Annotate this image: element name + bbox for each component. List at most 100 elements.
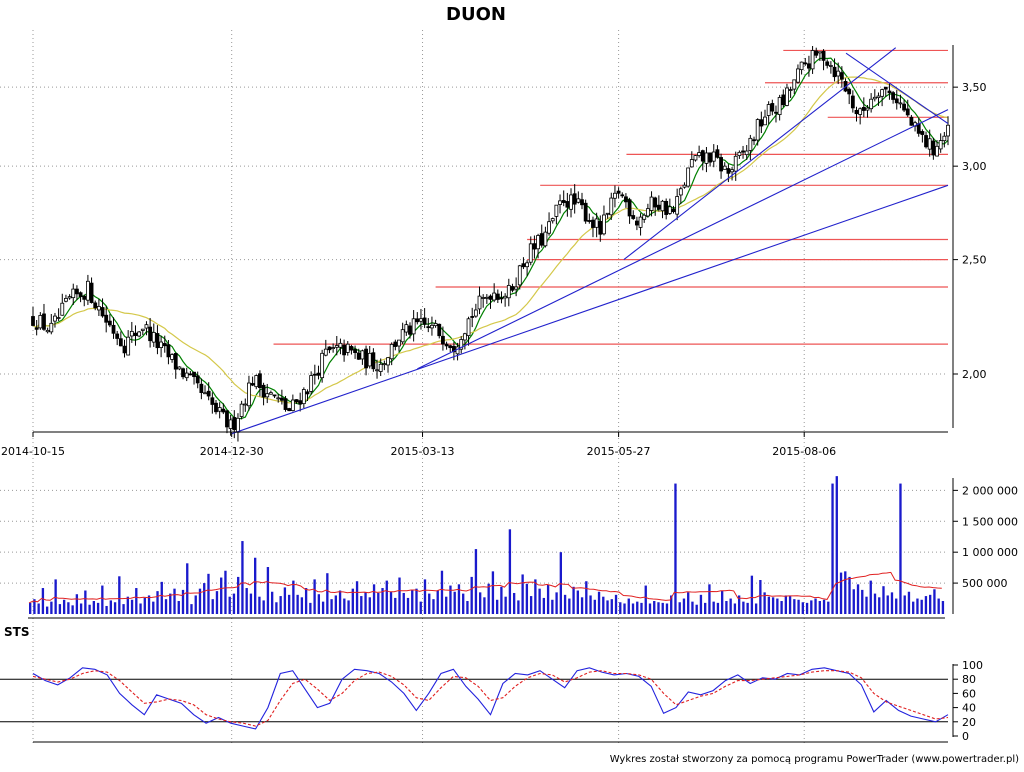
- volume-ma-line: [28, 571, 942, 604]
- volume-bar: [466, 601, 469, 614]
- candle-body: [649, 196, 654, 211]
- candle-body: [609, 197, 614, 216]
- volume-bar: [670, 595, 673, 614]
- candle-body: [872, 96, 877, 100]
- volume-bar: [453, 591, 456, 614]
- volume-bar: [924, 596, 928, 614]
- candle-body: [492, 292, 497, 301]
- candle-body: [71, 288, 76, 299]
- candle-body: [181, 368, 185, 378]
- volume-bar: [474, 549, 478, 614]
- candle-body: [283, 398, 288, 410]
- sts-tick-label: 0: [962, 730, 969, 743]
- volume-bar: [555, 592, 558, 614]
- volume-bar: [423, 579, 427, 614]
- volume-bar: [759, 580, 762, 614]
- candle-body: [481, 297, 486, 299]
- volume-bar: [712, 601, 715, 614]
- volume-bar: [788, 596, 792, 614]
- candle-body: [638, 216, 643, 228]
- candle-body: [203, 392, 207, 395]
- volume-bar: [500, 586, 503, 614]
- volume-bar: [96, 602, 100, 614]
- volume-bar: [559, 552, 563, 614]
- volume-bar: [657, 602, 660, 614]
- volume-bar: [831, 483, 834, 614]
- candle-body: [56, 317, 61, 319]
- candle-body: [433, 323, 438, 327]
- candle-body: [528, 243, 533, 263]
- candle-body: [503, 295, 508, 299]
- volume-bar: [169, 593, 172, 614]
- candle-body: [111, 324, 116, 334]
- date-tick-label: 2014-10-15: [1, 445, 65, 458]
- volume-bar: [704, 602, 707, 614]
- volume-bar: [869, 580, 872, 614]
- sts-tick-label: 100: [962, 659, 983, 672]
- candle-body: [225, 410, 229, 428]
- volume-bar: [262, 600, 265, 614]
- trend-line: [623, 47, 897, 261]
- volume-bar: [746, 602, 749, 614]
- candle-body: [836, 70, 841, 77]
- volume-bar: [368, 597, 371, 614]
- volume-bar: [708, 584, 711, 614]
- candle-body: [569, 194, 573, 210]
- volume-bar: [920, 599, 923, 614]
- volume-bar: [682, 598, 686, 614]
- volume-bar: [67, 602, 70, 614]
- candle-body: [415, 318, 420, 323]
- candle-body: [419, 318, 423, 322]
- candle-body: [89, 282, 94, 303]
- volume-bar: [130, 599, 134, 614]
- volume-bar: [287, 594, 291, 614]
- volume-bar: [776, 598, 779, 614]
- candle-body: [682, 184, 687, 188]
- candle-body: [580, 199, 584, 206]
- candle-body: [678, 188, 683, 196]
- candle-body: [686, 167, 691, 187]
- sts-d-line: [32, 670, 949, 727]
- candle-body: [909, 116, 914, 126]
- volume-bar: [542, 597, 546, 614]
- candle-body: [459, 339, 464, 350]
- candle-body: [532, 243, 537, 250]
- volume-bar: [546, 584, 550, 614]
- candle-body: [499, 297, 504, 300]
- candle-body: [744, 150, 749, 156]
- volume-bar: [113, 602, 117, 614]
- candle-body: [254, 375, 259, 388]
- candle-body: [34, 327, 39, 330]
- volume-bar: [661, 602, 664, 614]
- chart-title: DUON: [446, 4, 506, 25]
- volume-bar: [602, 596, 605, 614]
- candle-body: [397, 339, 401, 347]
- candle-body: [298, 400, 303, 405]
- candle-body: [883, 86, 888, 90]
- volume-bar: [50, 601, 53, 614]
- candle-body: [192, 371, 196, 378]
- price-tick-label: 2,50: [962, 254, 987, 267]
- volume-bar: [462, 593, 465, 614]
- volume-bar: [309, 602, 312, 614]
- candle-body: [367, 352, 372, 367]
- candle-body: [375, 369, 379, 372]
- candle-body: [547, 221, 551, 234]
- candle-body: [276, 397, 281, 400]
- volume-bar: [882, 586, 885, 614]
- candle-body: [118, 338, 123, 347]
- volume-bar: [75, 594, 79, 614]
- candle-body: [818, 51, 822, 54]
- candle-body: [67, 296, 72, 299]
- volume-bar: [929, 594, 932, 614]
- volume-bar: [135, 588, 138, 614]
- volume-tick-label: 1 500 000: [962, 515, 1018, 528]
- candle-body: [792, 79, 797, 90]
- candle-body: [422, 317, 427, 325]
- ma-long-line: [32, 76, 949, 404]
- volume-bar: [750, 575, 754, 614]
- candle-body: [177, 366, 182, 370]
- candle-body: [671, 208, 676, 213]
- candle-body: [664, 200, 669, 215]
